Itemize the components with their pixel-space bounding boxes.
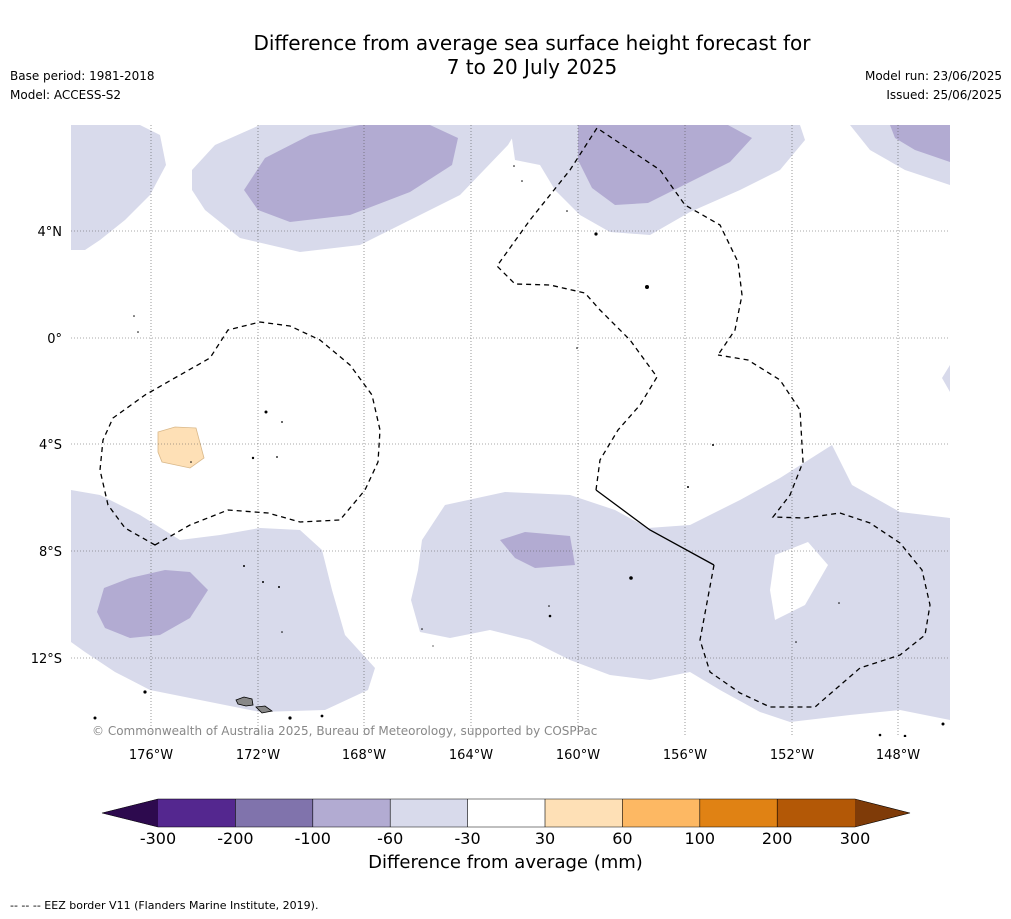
base-info: Base period: 1981-2018 Model: ACCESS-S2 [10,67,155,105]
colorbar-bin [467,799,545,827]
island-markers [93,165,945,737]
title-line-1: Difference from average sea surface heig… [253,31,811,55]
colorbar: -300 -200 -100 -60 -30 30 60 100 200 300 [101,798,911,848]
lon-label-152w: 152°W [770,748,814,763]
lat-label-0: 0° [47,332,62,347]
colorbar-tick: 200 [762,829,793,848]
neutral-region [770,542,828,620]
run-info: Model run: 23/06/2025 Issued: 25/06/2025 [865,67,1002,105]
lon-label-172w: 172°W [236,748,280,763]
lon-label-160w: 160°W [556,748,600,763]
colorbar-bin [622,799,700,827]
colorbar-bin [699,799,778,827]
colorbar-tick: 300 [840,829,871,848]
colorbar-tick: -30 [455,829,481,848]
base-period: Base period: 1981-2018 [10,69,155,83]
colorbar-bin [777,799,855,827]
anomaly-medium-region [97,125,950,638]
model-run-date: Model run: 23/06/2025 [864,69,1002,83]
colorbar-tick: -200 [217,829,253,848]
map-gridlines [71,125,950,737]
colorbar-under-arrow [102,799,158,827]
colorbar-tick: 60 [612,829,632,848]
longitude-axis: 176°W 172°W 168°W 164°W 160°W 156°W 152°… [129,748,920,763]
samoa-islands [235,696,273,714]
model-name: Model: ACCESS-S2 [10,88,122,102]
copyright-notice: © Commonwealth of Australia 2025, Bureau… [92,724,598,738]
lat-label-4n: 4°N [38,225,63,240]
colorbar-bin [235,799,313,827]
anomaly-light-region [71,125,950,722]
colorbar-over-arrow [855,799,910,827]
lon-label-148w: 148°W [876,748,920,763]
lat-label-12s: 12°S [31,652,62,667]
title-line-2: 7 to 20 July 2025 [446,55,618,79]
lon-label-164w: 164°W [449,748,493,763]
lat-label-4s: 4°S [39,438,62,453]
colorbar-tick: -60 [377,829,403,848]
colorbar-bin [312,799,391,827]
colorbar-bin [158,799,236,827]
anomaly-positive-region [157,426,205,469]
map-title: Difference from average sea surface heig… [140,31,924,79]
colorbar-bin [390,799,468,827]
latitude-axis: 4°N 0° 4°S 8°S 12°S [31,225,62,667]
issued-date: Issued: 25/06/2025 [886,88,1002,102]
map-plot-area [71,125,950,737]
lon-label-176w: 176°W [129,748,173,763]
colorbar-tick: 100 [685,829,716,848]
colorbar-label: Difference from average (mm) [368,852,643,873]
eez-source-note: -- -- -- EEZ border V11 (Flanders Marine… [10,899,319,912]
colorbar-tick: -100 [295,829,331,848]
colorbar-bin [545,799,623,827]
lat-label-8s: 8°S [39,545,62,560]
lon-label-168w: 168°W [342,748,386,763]
colorbar-tick: -300 [140,829,176,848]
colorbar-tick: 30 [535,829,555,848]
lon-label-156w: 156°W [663,748,707,763]
eez-borders [99,127,931,708]
